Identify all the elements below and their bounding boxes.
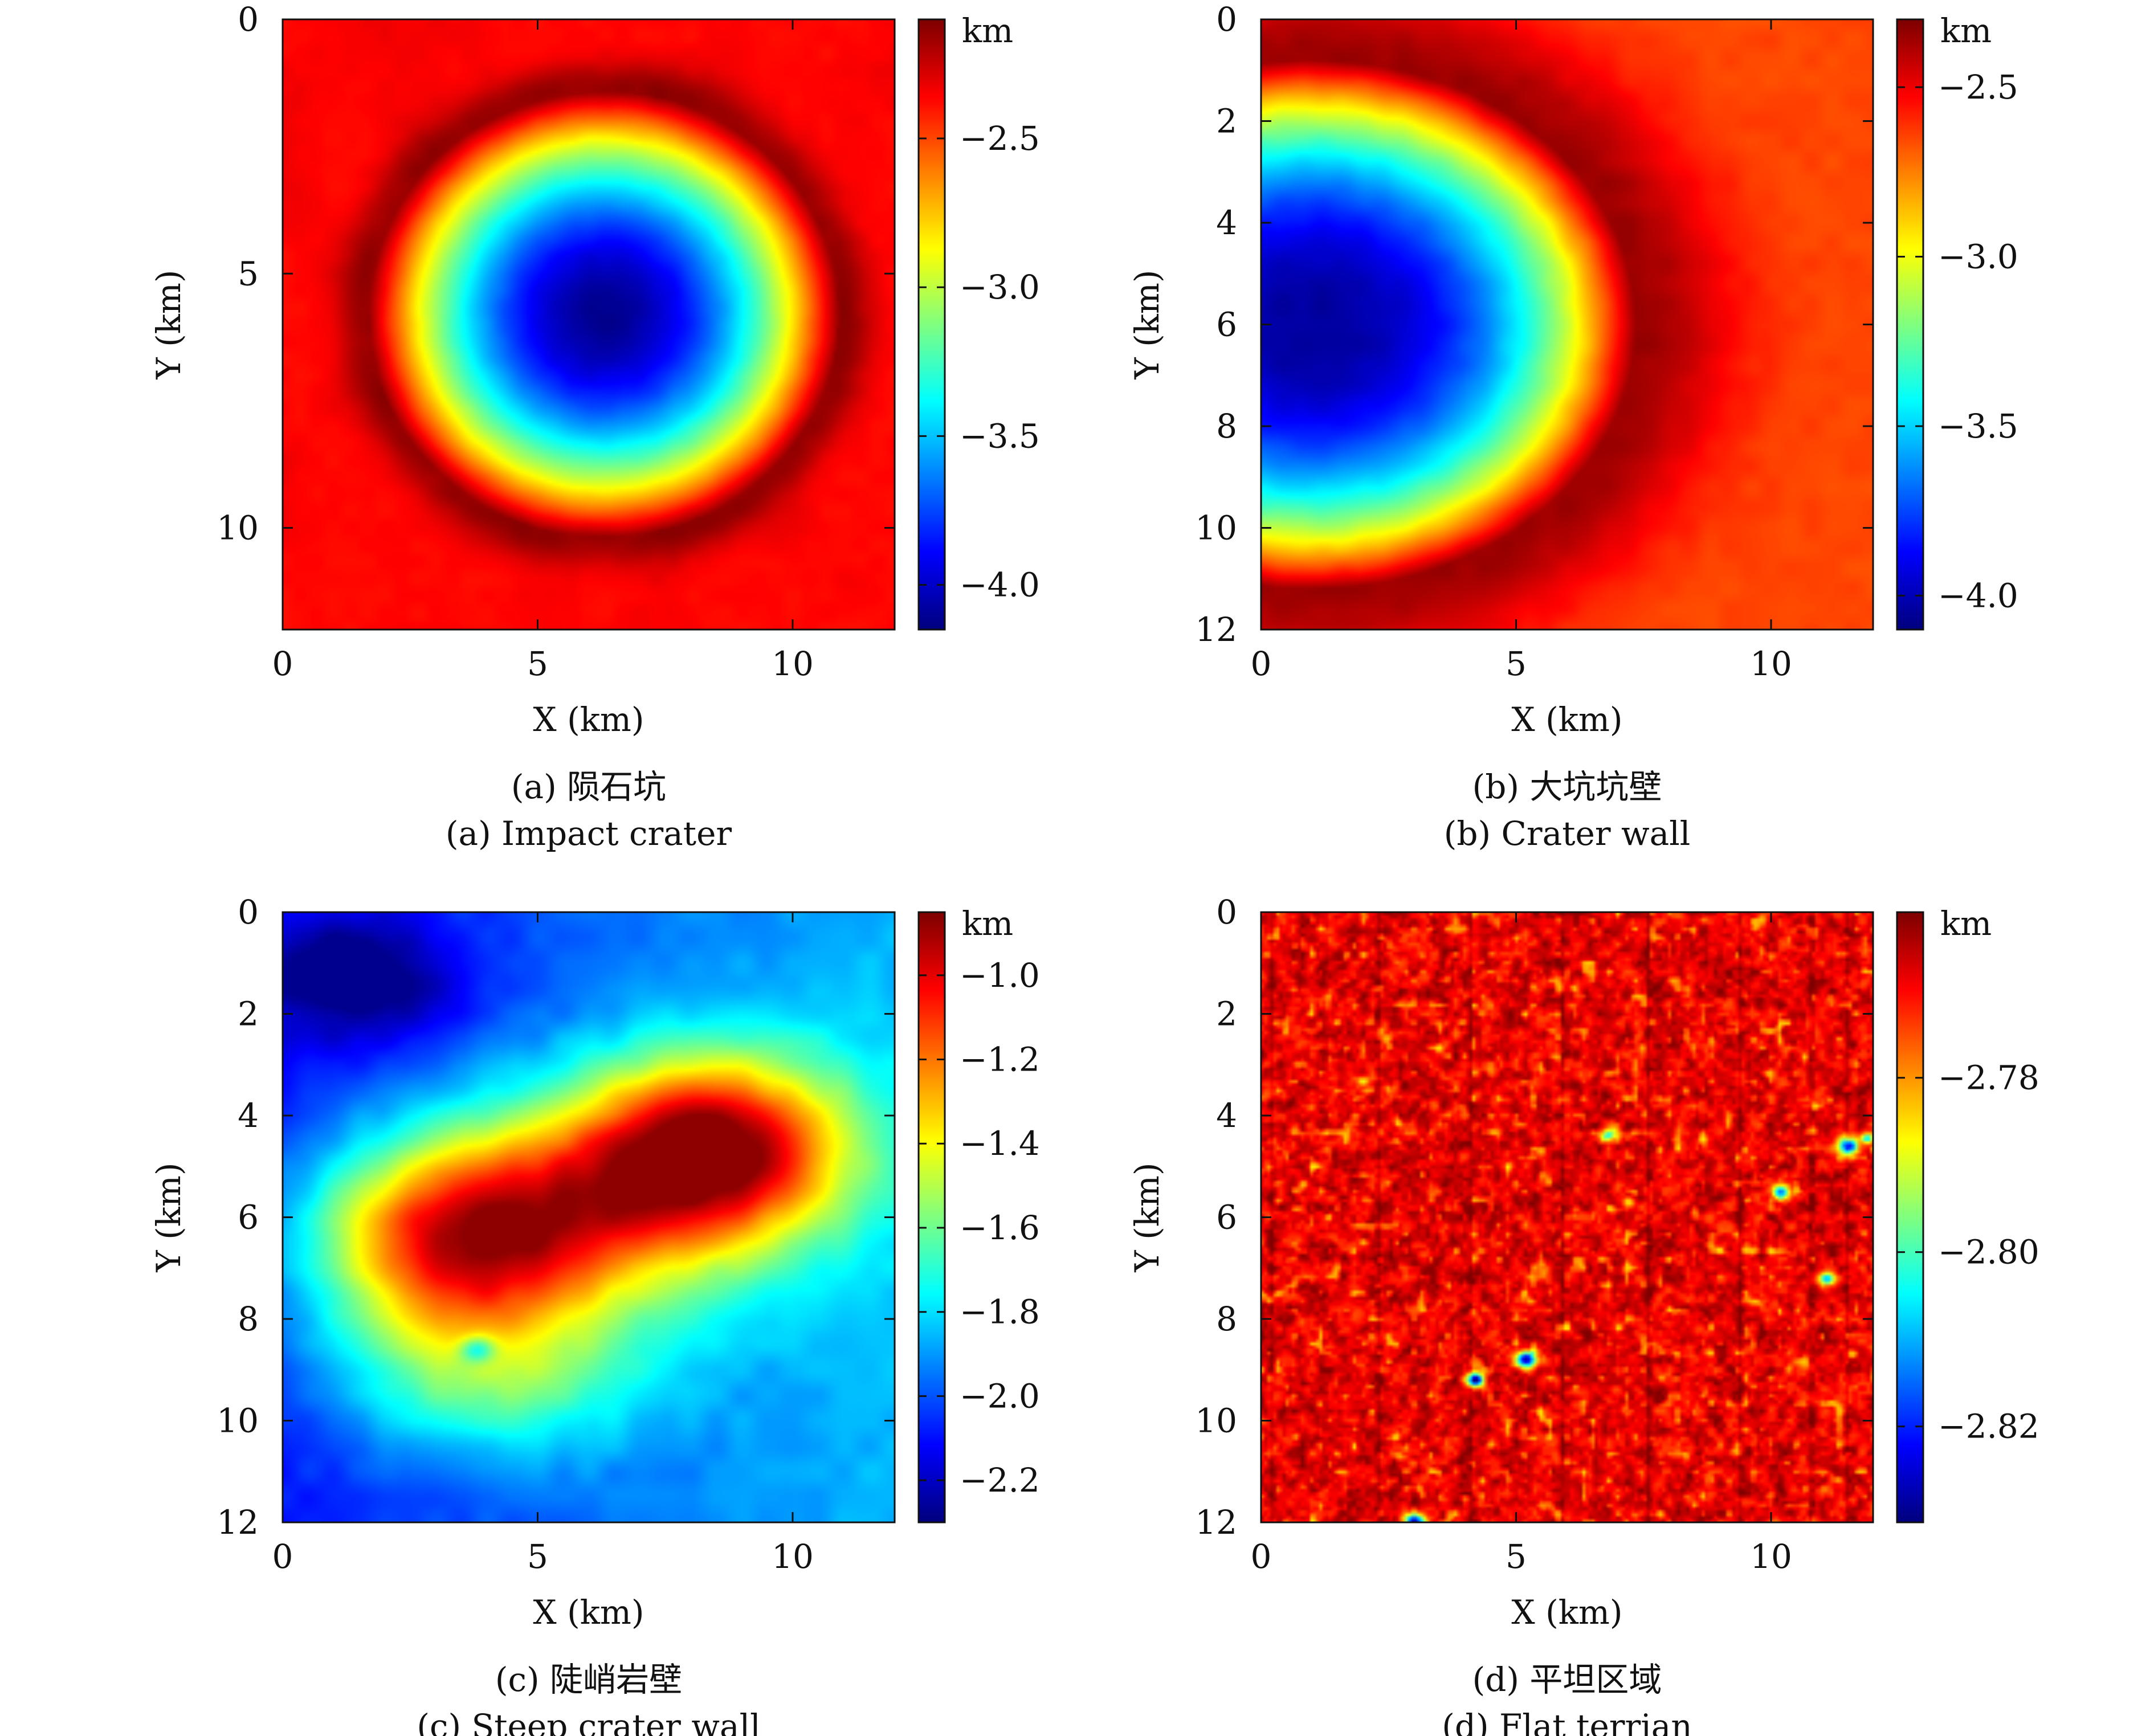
y-tick-label: 6 — [1216, 305, 1237, 344]
y-tick-label: 5 — [238, 254, 259, 293]
y-tick-label: 0 — [1216, 0, 1237, 39]
colorbar-tick-label: −2.82 — [1938, 1407, 2039, 1446]
caption-cn: (b) 大坑坑壁 — [1472, 767, 1662, 806]
colorbar-tick-label: −2.0 — [960, 1376, 1040, 1415]
colorbar-tick-label: −2.5 — [1938, 68, 2018, 107]
y-tick-label: 12 — [217, 1503, 259, 1542]
colorbar-tick-label: −2.2 — [960, 1461, 1040, 1500]
y-tick-label: 12 — [1195, 610, 1237, 649]
y-tick-label: 4 — [238, 1096, 259, 1135]
y-tick-label: 0 — [238, 893, 259, 932]
x-tick-label: 0 — [272, 644, 293, 683]
caption-en: (a) Impact crater — [446, 814, 732, 853]
colorbar-tick-label: −4.0 — [1938, 577, 2018, 615]
y-axis-label: Y (km) — [1128, 1162, 1166, 1272]
colorbar-frame — [1896, 911, 1924, 1523]
colorbar-unit: km — [1940, 11, 1992, 50]
colorbar-unit: km — [962, 11, 1013, 50]
heatmap-image — [283, 19, 895, 630]
colorbar-frame — [917, 18, 946, 631]
y-tick-label: 0 — [238, 0, 259, 39]
colorbar-tick-label: −1.2 — [960, 1040, 1040, 1079]
colorbar-tick-label: −2.80 — [1938, 1233, 2039, 1272]
colorbar-tick-label: −1.8 — [960, 1293, 1040, 1331]
colorbar-tick-label: −4.0 — [960, 566, 1040, 604]
y-tick-label: 10 — [1195, 1402, 1237, 1440]
colorbar-frame — [917, 911, 946, 1523]
y-axis-label: Y (km) — [1128, 269, 1166, 379]
caption-en: (b) Crater wall — [1444, 814, 1691, 853]
caption-cn: (d) 平坦区域 — [1472, 1660, 1662, 1699]
heatmap-image — [283, 912, 895, 1522]
y-tick-label: 8 — [1216, 1300, 1237, 1338]
x-tick-label: 5 — [1506, 644, 1527, 683]
colorbar — [1897, 912, 1923, 1522]
panel-a: 0 5 10 0 5 10 X (km) Y (km) (a) 陨石坑 (a) Impact cr… — [149, 0, 1040, 853]
x-tick-label: 10 — [1750, 1537, 1792, 1576]
panel-d: 0 5 10 0 2 4 6 8 10 12 X (km) Y (km) (d) 平坦区域 (d) Fla… — [1128, 893, 2039, 1736]
caption-en: (c) Steep crater wall — [417, 1707, 760, 1736]
colorbar-tick-label: −3.5 — [960, 416, 1040, 455]
y-tick-label: 4 — [1216, 1096, 1237, 1135]
x-axis-label: X (km) — [533, 1593, 644, 1632]
x-axis-label: X (km) — [533, 700, 644, 739]
x-tick-label: 0 — [272, 1537, 293, 1576]
x-tick-label: 5 — [1506, 1537, 1527, 1576]
panel-c: 0 5 10 0 2 4 6 8 10 12 X (km) Y (km) (c) 陡峭岩壁 (c) Ste… — [149, 893, 1040, 1736]
y-tick-label: 8 — [238, 1300, 259, 1338]
y-tick-label: 2 — [1216, 995, 1237, 1034]
colorbar-tick-label: −3.0 — [1938, 238, 2018, 276]
colorbar-tick-label: −2.78 — [1938, 1059, 2039, 1097]
caption-cn: (a) 陨石坑 — [511, 767, 666, 806]
x-tick-label: 0 — [1251, 644, 1272, 683]
x-tick-label: 10 — [772, 1537, 814, 1576]
caption-cn: (c) 陡峭岩壁 — [495, 1660, 682, 1699]
x-tick-label: 10 — [1750, 644, 1792, 683]
y-axis-label: Y (km) — [149, 269, 188, 379]
colorbar — [919, 19, 945, 630]
caption-en: (d) Flat terrian — [1442, 1707, 1692, 1736]
x-tick-label: 5 — [527, 1537, 548, 1576]
colorbar-tick-label: −1.6 — [960, 1208, 1040, 1247]
colorbar — [1897, 19, 1923, 630]
x-tick-label: 10 — [772, 644, 814, 683]
y-tick-label: 12 — [1195, 1503, 1237, 1542]
y-tick-label: 0 — [1216, 893, 1237, 932]
panel-b: 0 5 10 0 2 4 6 8 10 12 X (km) Y (km) (b) 大坑坑壁 (b) Cra… — [1128, 0, 2018, 853]
colorbar — [919, 912, 945, 1522]
colorbar-unit: km — [962, 904, 1013, 943]
colorbar-tick-label: −3.0 — [960, 268, 1040, 307]
colorbar-tick-label: −3.5 — [1938, 407, 2018, 446]
plot-frame — [282, 18, 896, 631]
x-axis-label: X (km) — [1511, 700, 1622, 739]
y-axis-label: Y (km) — [149, 1162, 188, 1272]
colorbar-unit: km — [1940, 904, 1992, 943]
y-tick-label: 6 — [238, 1198, 259, 1237]
y-tick-label: 4 — [1216, 203, 1237, 242]
x-tick-label: 5 — [527, 644, 548, 683]
colorbar-tick-label: −2.5 — [960, 119, 1040, 158]
y-tick-label: 8 — [1216, 407, 1237, 446]
x-axis-label: X (km) — [1511, 1593, 1622, 1632]
y-tick-label: 2 — [1216, 102, 1237, 141]
y-tick-label: 10 — [217, 509, 259, 548]
heatmap-image — [1261, 19, 1873, 630]
colorbar-tick-label: −1.0 — [960, 956, 1040, 995]
colorbar-frame — [1896, 18, 1924, 631]
y-tick-label: 2 — [238, 995, 259, 1034]
y-tick-label: 10 — [1195, 509, 1237, 548]
x-tick-label: 0 — [1251, 1537, 1272, 1576]
y-tick-label: 10 — [217, 1402, 259, 1440]
colorbar-tick-label: −1.4 — [960, 1124, 1040, 1163]
y-tick-label: 6 — [1216, 1198, 1237, 1237]
heatmap-image — [1261, 912, 1873, 1522]
